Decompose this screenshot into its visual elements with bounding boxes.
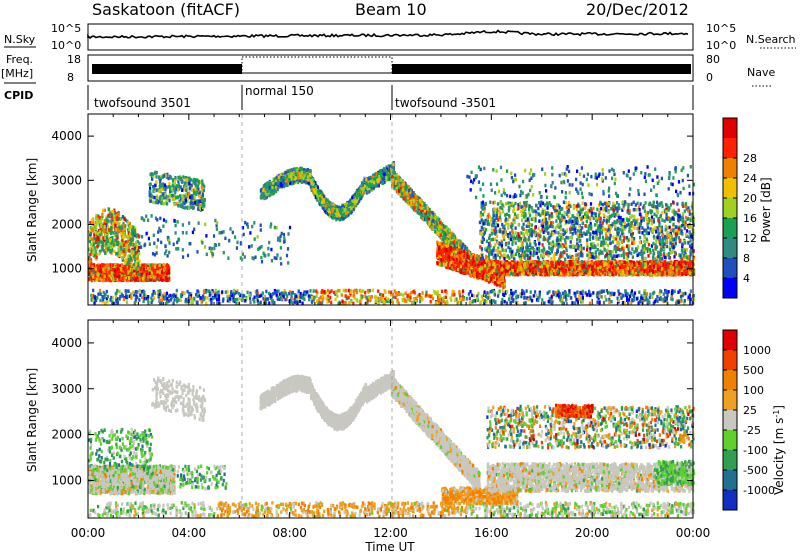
nsky-trace	[87, 29, 689, 40]
power-colorbar-swatch	[723, 178, 737, 199]
power-ylabel: Slant Range [km]	[25, 158, 39, 262]
cpid-segment-1: normal 150	[245, 84, 314, 98]
power-colorbar-tick: 24	[743, 172, 757, 185]
power-ytick-label: 4000	[51, 129, 82, 143]
freq-trace-1	[92, 64, 242, 74]
freq-panel: Freq. [MHz] 18 8 80 0 Nave	[1, 53, 775, 87]
plot-title: Saskatoon (fitACF)	[92, 0, 240, 19]
power-colorbar-swatch	[723, 238, 737, 259]
x-tick-label: 04:00	[172, 526, 207, 540]
velocity-colorbar-tick: -25	[743, 424, 761, 437]
nsearch-tick-low: 10^0	[706, 39, 736, 52]
freq-label-top: Freq.	[6, 53, 33, 66]
power-ytick-label: 3000	[51, 173, 82, 187]
velocity-ytick-label: 2000	[51, 428, 82, 442]
nsky-tick-low: 10^0	[51, 39, 81, 52]
x-tick-label: 08:00	[272, 526, 307, 540]
freq-label-unit: [MHz]	[1, 67, 33, 80]
power-colorbar-tick: 28	[743, 152, 757, 165]
power-ytick-label: 2000	[51, 218, 82, 232]
cpid-segment-0: twofsound 3501	[94, 96, 191, 110]
nsky-tick-high: 10^5	[51, 22, 81, 35]
velocity-colorbar-swatch	[723, 390, 737, 411]
beam-label: Beam 10	[355, 0, 427, 19]
power-colorbar-swatch	[723, 218, 737, 239]
velocity-colorbar: 1000 500 100 25 -25 -100 -500 -1000	[722, 329, 775, 511]
velocity-colorbar-tick: 25	[743, 404, 757, 417]
velocity-ytick-label: 3000	[51, 382, 82, 396]
velocity-ylabel: Slant Range [km]	[25, 368, 39, 472]
cpid-segment-2: twofsound -3501	[395, 96, 496, 110]
nave-label: Nave	[747, 66, 775, 79]
velocity-colorbar-tick: 500	[743, 364, 764, 377]
nave-tick-low: 0	[706, 71, 713, 84]
power-colorbar-swatch	[723, 138, 737, 159]
velocity-ytick-label: 4000	[51, 336, 82, 350]
x-tick-label: 00:00	[676, 526, 711, 540]
x-axis-label: Time UT	[364, 540, 415, 554]
nsky-panel: N.Sky 10^5 10^0 10^5 10^0 N.Search	[4, 22, 796, 52]
velocity-panel: 1000 2000 3000 4000 00:00 04:00 08:00 12:00 16:…	[25, 319, 787, 554]
power-colorbar-tick: 12	[743, 232, 757, 245]
velocity-colorbar-tick: -1000	[743, 484, 775, 497]
power-colorbar-tick: 20	[743, 192, 757, 205]
velocity-colorbar-swatch	[723, 330, 737, 351]
power-colorbar-tick: 16	[743, 212, 757, 225]
nsearch-tick-high: 10^5	[706, 22, 736, 35]
nsky-label: N.Sky	[4, 33, 36, 46]
velocity-colorbar-swatch	[723, 470, 737, 491]
nave-trace	[241, 56, 393, 74]
x-tick-label: 12:00	[373, 526, 408, 540]
velocity-ytick-label: 1000	[51, 473, 82, 487]
power-colorbar-swatch	[723, 158, 737, 179]
nave-tick-high: 80	[706, 53, 720, 66]
velocity-colorbar-swatch	[723, 450, 737, 471]
power-ytick-label: 1000	[51, 262, 82, 276]
velocity-colorbar-tick: -100	[743, 444, 768, 457]
velocity-colorbar-tick: -500	[743, 464, 768, 477]
velocity-colorbar-tick: 100	[743, 384, 764, 397]
power-colorbar-swatch	[723, 278, 737, 299]
freq-trace-2	[392, 64, 691, 74]
velocity-colorbar-swatch	[723, 370, 737, 391]
velocity-colorbar-swatch	[723, 350, 737, 371]
date-label: 20/Dec/2012	[586, 0, 689, 19]
power-colorbar-swatch	[723, 258, 737, 279]
cpid-row: CPID twofsound 3501 normal 150 twofsound…	[4, 84, 694, 110]
x-tick-label: 16:00	[474, 526, 509, 540]
nsearch-label: N.Search	[746, 33, 796, 46]
power-colorbar-label: Power [dB]	[759, 177, 773, 242]
velocity-colorbar-swatch	[723, 490, 737, 511]
cpid-label: CPID	[4, 89, 33, 102]
velocity-colorbar-tick: 1000	[743, 344, 771, 357]
power-colorbar-tick: 8	[743, 252, 750, 265]
power-panel: 1000 2000 3000 4000 Slant Range [km] 4 8 12 16…	[25, 113, 773, 306]
velocity-colorbar-swatch	[723, 410, 737, 431]
x-tick-label: 20:00	[575, 526, 610, 540]
power-colorbar-tick: 4	[743, 272, 750, 285]
x-tick-label: 00:00	[71, 526, 106, 540]
power-colorbar-swatch	[723, 198, 737, 219]
velocity-colorbar-label: Velocity [m s-1]	[772, 405, 787, 495]
power-colorbar-swatch	[723, 118, 737, 139]
freq-tick-high: 18	[67, 53, 81, 66]
freq-tick-low: 8	[67, 71, 74, 84]
power-colorbar: 4 8 12 16 20 24 28	[722, 117, 757, 299]
velocity-colorbar-swatch	[723, 430, 737, 451]
